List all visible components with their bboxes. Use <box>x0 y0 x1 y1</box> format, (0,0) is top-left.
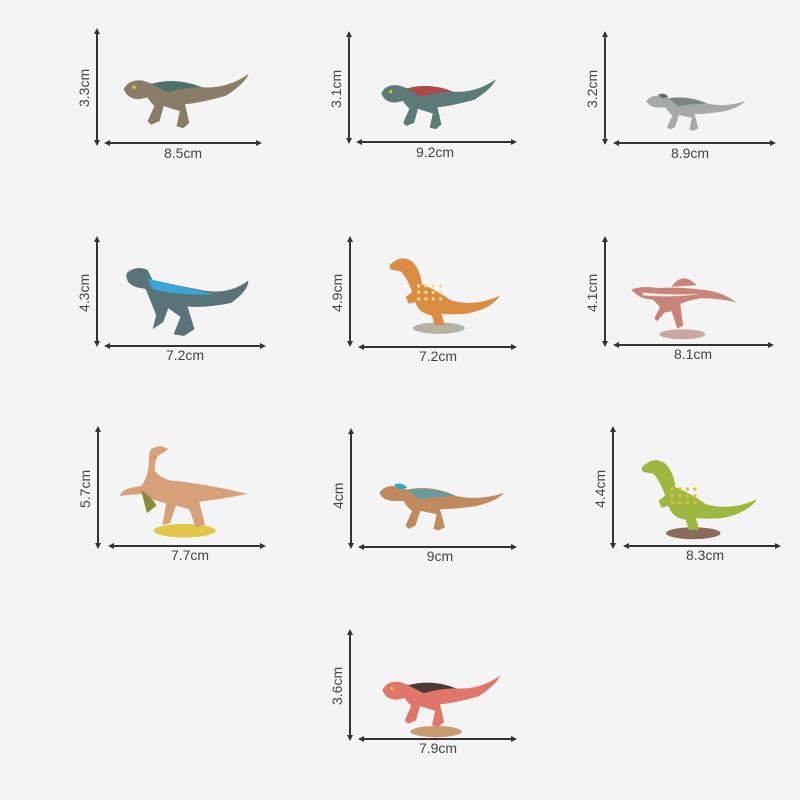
width-label: 8.3cm <box>685 547 725 563</box>
arrow-left-icon <box>356 138 362 145</box>
arrow-down-icon <box>346 735 353 741</box>
arrow-down-icon <box>93 140 100 146</box>
height-dimension-line <box>349 633 351 737</box>
arrow-right-icon <box>260 542 266 549</box>
arrow-right-icon <box>260 342 266 349</box>
height-dimension-line <box>348 35 350 140</box>
width-dimension-line <box>108 142 258 144</box>
arrow-right-icon <box>770 139 776 146</box>
height-dimension-line <box>604 240 606 343</box>
arrow-right-icon <box>511 138 517 145</box>
height-label: 4.9cm <box>329 273 345 312</box>
arrow-up-icon <box>609 426 616 432</box>
width-dimension-line <box>617 344 770 346</box>
height-label: 3.6cm <box>329 666 345 705</box>
arrow-right-icon <box>768 341 774 348</box>
arrow-up-icon <box>601 31 608 37</box>
width-label: 8.5cm <box>163 145 203 161</box>
arrow-left-icon <box>358 735 364 742</box>
height-dimension-line <box>612 430 614 545</box>
arrow-left-icon <box>104 342 110 349</box>
height-dimension-line <box>96 240 98 343</box>
arrow-up-icon <box>601 236 608 242</box>
arrow-down-icon <box>345 138 352 144</box>
width-dimension-line <box>362 346 513 348</box>
arrow-down-icon <box>601 139 608 145</box>
dinosaur-figure-image <box>355 62 520 145</box>
height-dimension-line <box>604 35 606 141</box>
height-label: 5.7cm <box>77 469 93 508</box>
width-dimension-line <box>362 738 513 740</box>
arrow-left-icon <box>358 543 364 550</box>
width-label: 7.2cm <box>418 348 458 364</box>
width-label: 7.9cm <box>418 740 458 756</box>
width-dimension-line <box>360 141 513 143</box>
dinosaur-figure-image <box>110 256 265 348</box>
arrow-down-icon <box>346 341 353 347</box>
height-label: 4.3cm <box>76 273 92 312</box>
height-dimension-line <box>349 240 351 343</box>
arrow-down-icon <box>609 543 616 549</box>
arrow-right-icon <box>511 343 517 350</box>
width-label: 7.7cm <box>170 547 210 563</box>
dinosaur-figure-image <box>378 244 508 349</box>
arrow-up-icon <box>346 629 353 635</box>
arrow-down-icon <box>94 543 101 549</box>
dinosaur-figure-image <box>112 440 267 545</box>
arrow-up-icon <box>94 426 101 432</box>
width-dimension-line <box>362 546 513 548</box>
width-label: 9.2cm <box>415 144 455 160</box>
arrow-left-icon <box>623 542 629 549</box>
width-label: 8.9cm <box>670 145 710 161</box>
arrow-right-icon <box>256 139 262 146</box>
arrow-up-icon <box>346 236 353 242</box>
arrow-right-icon <box>511 543 517 550</box>
arrow-left-icon <box>108 542 114 549</box>
arrow-left-icon <box>104 139 110 146</box>
arrow-left-icon <box>613 341 619 348</box>
height-label: 4.4cm <box>592 469 608 508</box>
arrow-up-icon <box>93 236 100 242</box>
height-dimension-line <box>97 430 99 545</box>
dinosaur-figure-image <box>612 75 777 145</box>
height-label: 3.2cm <box>584 69 600 108</box>
dinosaur-figure-image <box>105 55 265 145</box>
width-label: 9cm <box>426 548 454 564</box>
width-label: 8.1cm <box>673 346 713 362</box>
height-dimension-line <box>350 432 352 545</box>
arrow-up-icon <box>347 428 354 434</box>
arrow-down-icon <box>347 543 354 549</box>
dinosaur-figure-image <box>611 268 761 345</box>
arrow-down-icon <box>601 341 608 347</box>
dinosaur-figure-image <box>625 455 770 545</box>
arrow-left-icon <box>358 343 364 350</box>
height-label: 3.1cm <box>328 69 344 108</box>
arrow-right-icon <box>775 542 781 549</box>
width-label: 7.2cm <box>165 347 205 363</box>
height-label: 3.3cm <box>76 68 92 107</box>
dinosaur-figure-image <box>360 658 520 743</box>
width-dimension-line <box>617 142 772 144</box>
width-dimension-line <box>112 545 262 547</box>
arrow-right-icon <box>511 735 517 742</box>
width-dimension-line <box>627 545 777 547</box>
arrow-down-icon <box>93 341 100 347</box>
width-dimension-line <box>108 345 262 347</box>
dinosaur-figure-image <box>360 460 520 547</box>
height-label: 4.1cm <box>584 273 600 312</box>
arrow-up-icon <box>93 28 100 34</box>
height-dimension-line <box>96 32 98 142</box>
arrow-left-icon <box>613 139 619 146</box>
height-label: 4cm <box>330 482 346 509</box>
arrow-up-icon <box>345 31 352 37</box>
